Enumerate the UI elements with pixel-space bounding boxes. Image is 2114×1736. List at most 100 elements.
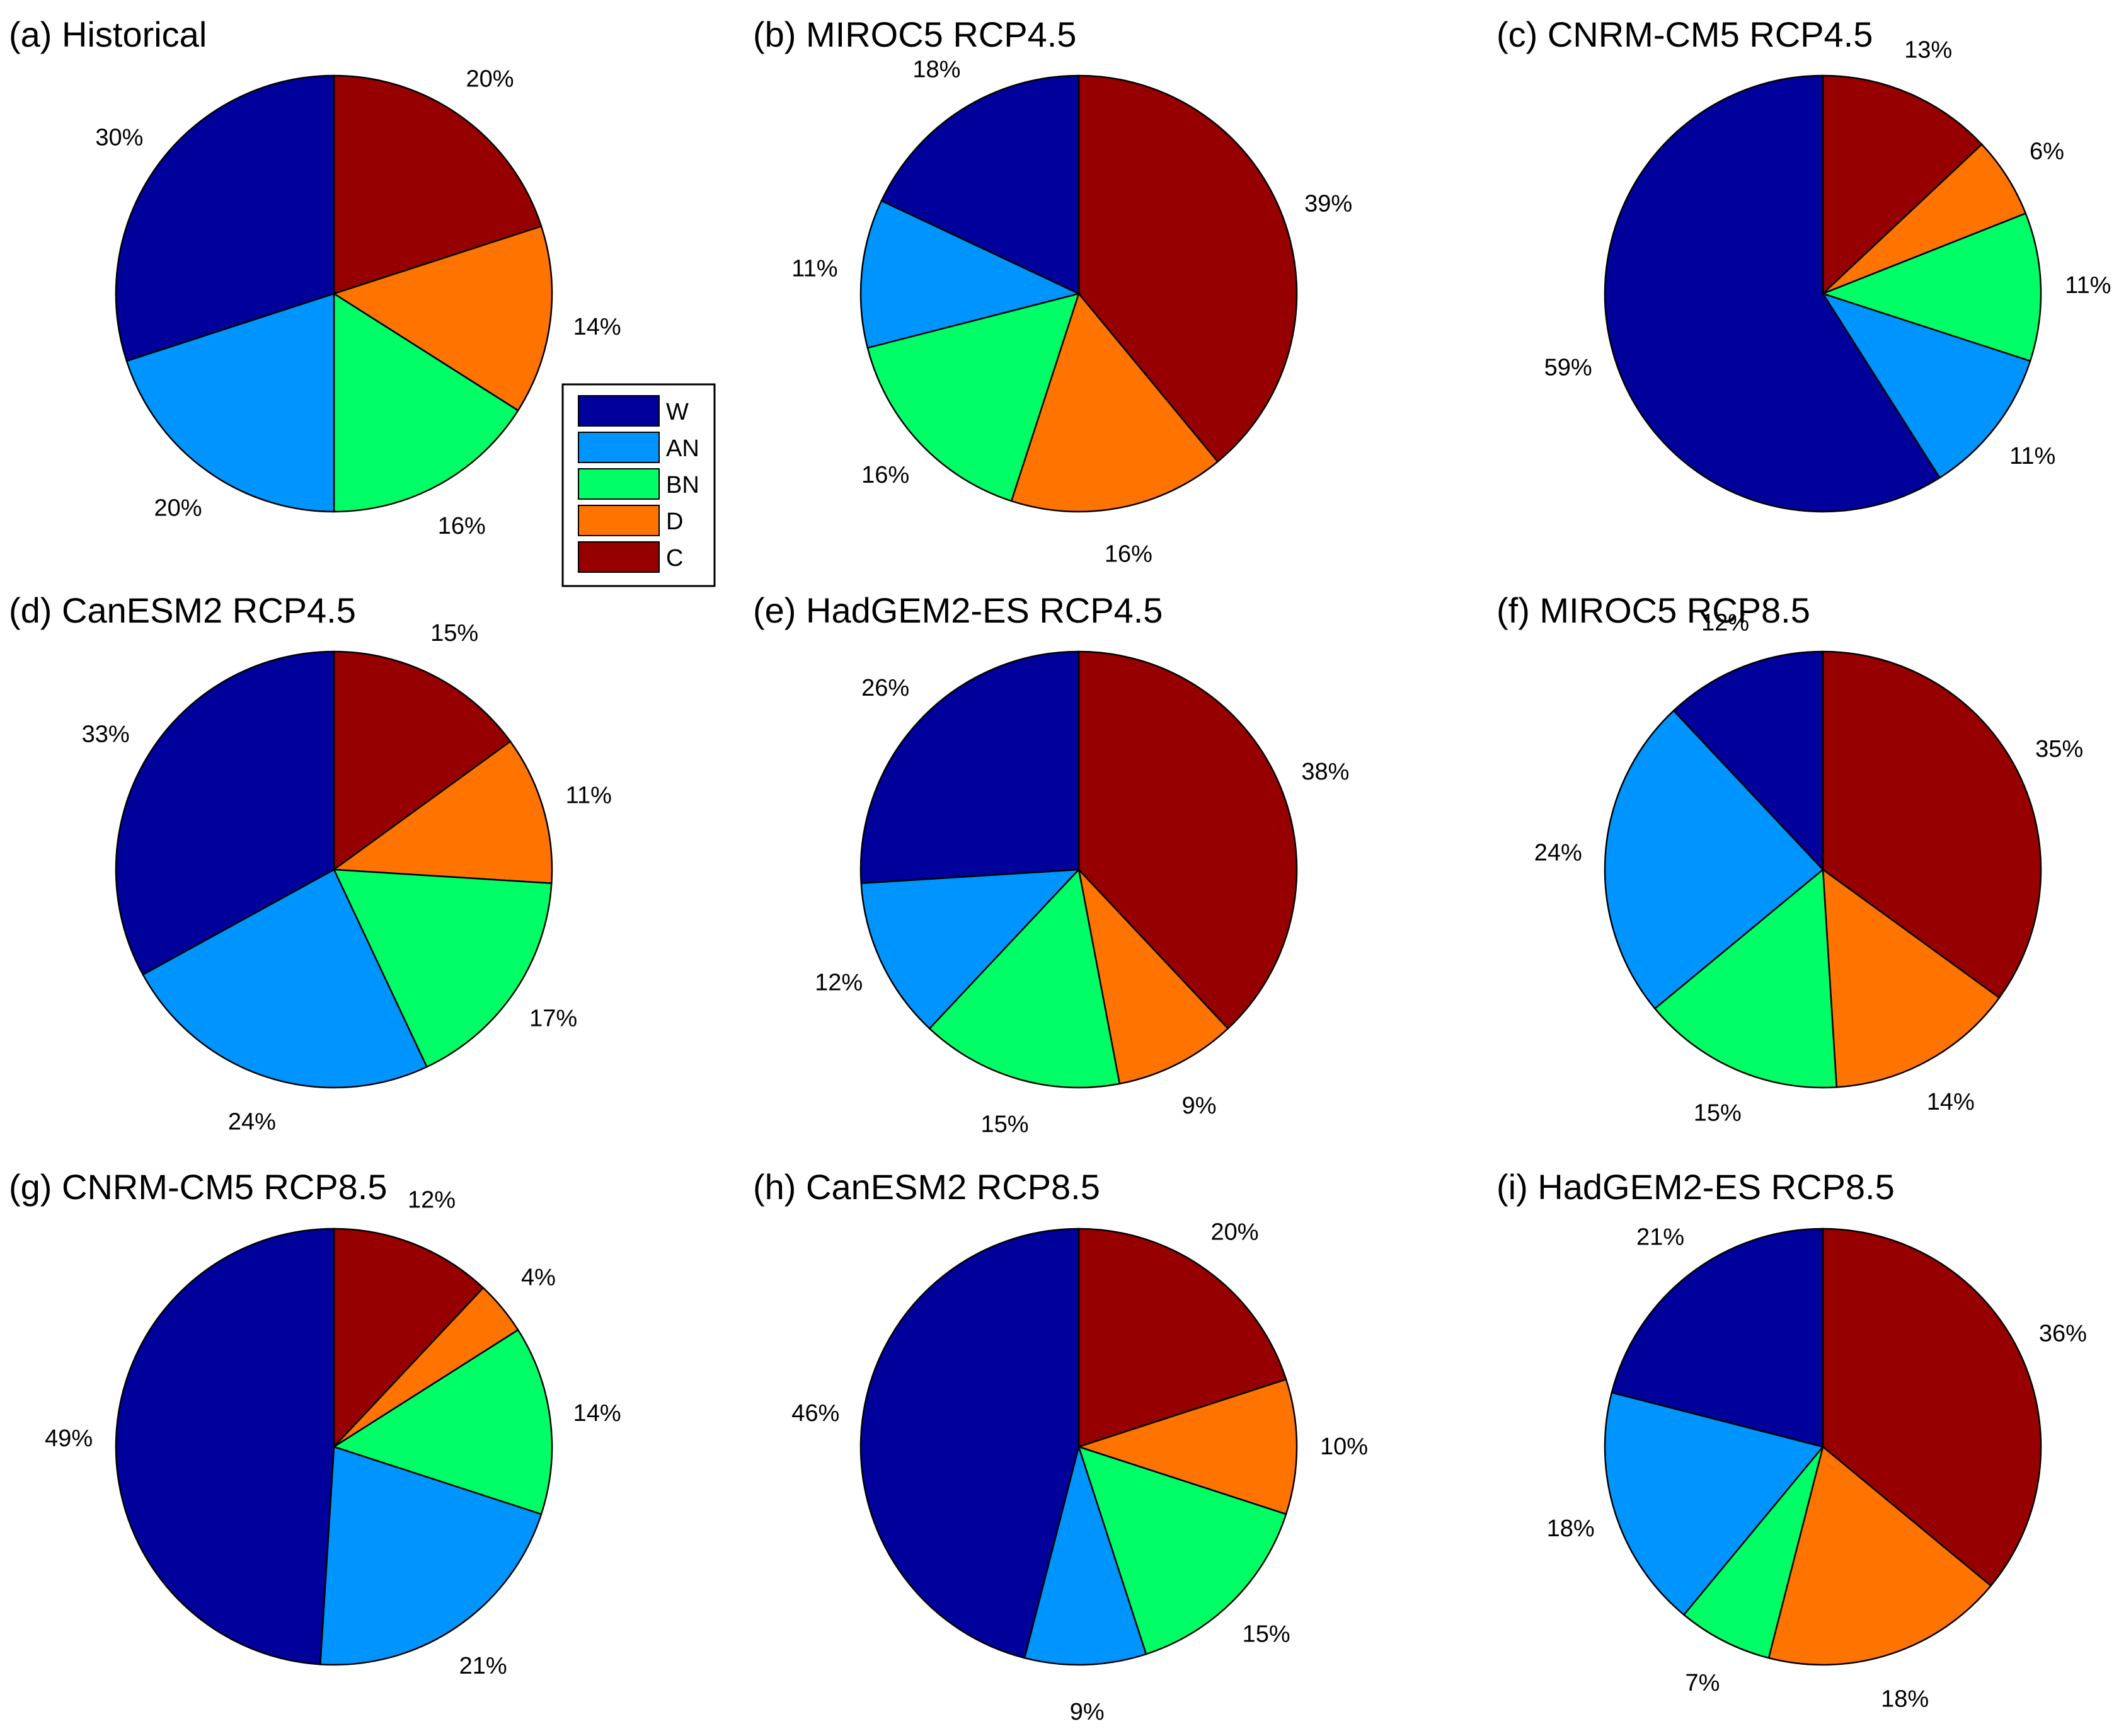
panel-h-slice-w	[859, 1227, 1080, 1659]
panel-d-slice-c	[333, 650, 512, 871]
panel-f-label-bn: 15%	[1694, 1100, 1742, 1126]
legend-swatch-d	[578, 505, 660, 536]
panel-b-label-c: 39%	[1304, 190, 1352, 217]
panel-a-label-c: 20%	[466, 66, 514, 92]
panel-f: (f) MIROC5 RCP8.5 35% 14% 15% 24% 12%	[1496, 590, 2083, 1126]
panel-a-slice-w	[115, 74, 335, 362]
panel-g-label-c: 12%	[408, 1187, 456, 1214]
panel-h-label-an: 9%	[1070, 1699, 1105, 1725]
panel-b-label-an: 11%	[791, 255, 837, 282]
panel-f-slice-d	[1822, 868, 2001, 1088]
legend-label-w: W	[666, 399, 689, 425]
panel-g-label-bn: 14%	[573, 1400, 621, 1427]
panel-c-label-w: 59%	[1544, 355, 1592, 381]
panel-d-title: (d) CanESM2 RCP4.5	[9, 590, 356, 630]
panel-d-slice-an	[142, 868, 428, 1089]
panel-e-slice-bn	[928, 868, 1121, 1089]
panel-i-label-w: 21%	[1636, 1224, 1684, 1250]
panel-i-slice-w	[1611, 1227, 1824, 1448]
panel-g-label-an: 21%	[459, 1653, 507, 1679]
legend-swatch-c	[578, 541, 660, 573]
panel-c-slice-c	[1822, 74, 1983, 296]
panel-g-slice-an	[319, 1446, 543, 1666]
panel-b-title: (b) MIROC5 RCP4.5	[753, 14, 1076, 54]
panel-g: (g) CNRM-CM5 RCP8.5 12% 4% 14% 21% 49%	[9, 1167, 621, 1679]
panel-a-title: (a) Historical	[9, 14, 207, 54]
panel-c-title: (c) CNRM-CM5 RCP4.5	[1496, 14, 1873, 54]
panel-a-label-d: 14%	[573, 314, 621, 340]
panel-a-slice-bn	[333, 292, 519, 513]
panel-h: (h) CanESM2 RCP8.5 20% 10% 15% 9% 46%	[753, 1167, 1368, 1725]
panel-f-label-c: 35%	[2035, 736, 2083, 762]
pie-panels: (a) Historical 20% 14% 16% 20% 30% (b) MIROC5 …	[9, 14, 2111, 1725]
panel-d-slice-d	[331, 740, 553, 885]
panel-c-label-an: 11%	[2009, 443, 2055, 469]
panel-f-slice-bn	[1653, 868, 1838, 1089]
panel-g-label-d: 4%	[521, 1265, 556, 1291]
panel-h-label-d: 10%	[1320, 1434, 1368, 1460]
panel-a-slice-an	[125, 292, 335, 513]
panel-b-slice-c	[1077, 74, 1298, 463]
panel-d-slice-w	[115, 650, 335, 976]
panel-g-title: (g) CNRM-CM5 RCP8.5	[9, 1167, 388, 1207]
legend-label-an: AN	[666, 435, 699, 462]
panel-a-slice-c	[333, 74, 543, 295]
panel-h-title: (h) CanESM2 RCP8.5	[753, 1167, 1100, 1207]
panel-c-label-d: 6%	[2030, 138, 2064, 164]
panel-c-label-c: 13%	[1904, 37, 1952, 64]
panel-i-label-bn: 7%	[1685, 1670, 1720, 1696]
panel-i-slice-c	[1822, 1227, 2042, 1587]
panel-f-label-an: 24%	[1534, 840, 1582, 866]
panel-g-label-w: 49%	[45, 1425, 93, 1452]
panel-i-slice-an	[1604, 1391, 1825, 1616]
panel-i-slice-bn	[1682, 1446, 1824, 1659]
legend: W AN BN D C	[561, 383, 716, 587]
panel-a-label-bn: 16%	[438, 513, 486, 539]
panel-h-label-w: 46%	[791, 1400, 839, 1427]
panel-f-label-d: 14%	[1927, 1089, 1975, 1115]
panel-b: (b) MIROC5 RCP4.5 39% 16% 16% 11% 18%	[753, 14, 1352, 568]
panel-h-label-bn: 15%	[1243, 1621, 1290, 1648]
panel-f-title: (f) MIROC5 RCP8.5	[1496, 590, 1810, 630]
panel-f-slice-an	[1604, 710, 1824, 1010]
panel-i-label-an: 18%	[1547, 1515, 1595, 1542]
legend-label-d: D	[666, 509, 683, 535]
panel-d-label-bn: 17%	[529, 1006, 577, 1032]
panel-b-slice-an	[859, 200, 1081, 349]
panel-d-slice-bn	[332, 868, 553, 1068]
panel-c-slice-bn	[1820, 212, 2042, 362]
panel-b-slice-w	[880, 74, 1080, 295]
panel-e-label-c: 38%	[1301, 759, 1349, 785]
panel-e-slice-d	[1077, 867, 1229, 1085]
panel-i-label-c: 36%	[2039, 1321, 2087, 1347]
panel-c-slice-d	[1822, 143, 2027, 295]
panel-b-label-bn: 16%	[861, 462, 909, 488]
panel-h-slice-an	[1023, 1444, 1147, 1666]
panel-d-label-w: 33%	[82, 721, 130, 748]
panel-e-label-w: 26%	[861, 675, 909, 701]
panel-g-slice-bn	[332, 1328, 553, 1515]
panel-h-slice-bn	[1077, 1446, 1287, 1655]
panel-e-title: (e) HadGEM2-ES RCP4.5	[753, 590, 1163, 630]
legend-swatch-w	[578, 395, 660, 427]
panel-c-label-bn: 11%	[2065, 272, 2111, 299]
panel-g-slice-c	[333, 1227, 485, 1449]
panel-e-label-bn: 15%	[980, 1111, 1028, 1137]
panel-d-label-d: 11%	[566, 783, 612, 809]
panel-i-label-d: 18%	[1881, 1686, 1929, 1712]
legend-label-c: C	[666, 545, 683, 572]
panel-f-slice-c	[1822, 650, 2042, 999]
panel-b-slice-bn	[866, 292, 1080, 502]
panel-d-label-c: 15%	[430, 620, 478, 647]
panel-i-title: (i) HadGEM2-ES RCP8.5	[1496, 1167, 1895, 1207]
panel-d-label-an: 24%	[228, 1108, 276, 1135]
panel-f-slice-w	[1672, 650, 1824, 872]
panel-h-label-c: 20%	[1210, 1219, 1258, 1245]
panel-e: (e) HadGEM2-ES RCP4.5 38% 9% 15% 12% 26%	[753, 590, 1349, 1137]
panel-i: (i) HadGEM2-ES RCP8.5 36% 18% 7% 18% 21%	[1496, 1167, 2087, 1712]
legend-swatch-an	[578, 432, 660, 463]
panel-g-slice-w	[115, 1227, 335, 1665]
panel-e-label-d: 9%	[1182, 1093, 1217, 1119]
panel-f-label-w: 12%	[1701, 610, 1749, 636]
panel-d: (d) CanESM2 RCP4.5 15% 11% 17% 24% 33%	[9, 590, 612, 1135]
